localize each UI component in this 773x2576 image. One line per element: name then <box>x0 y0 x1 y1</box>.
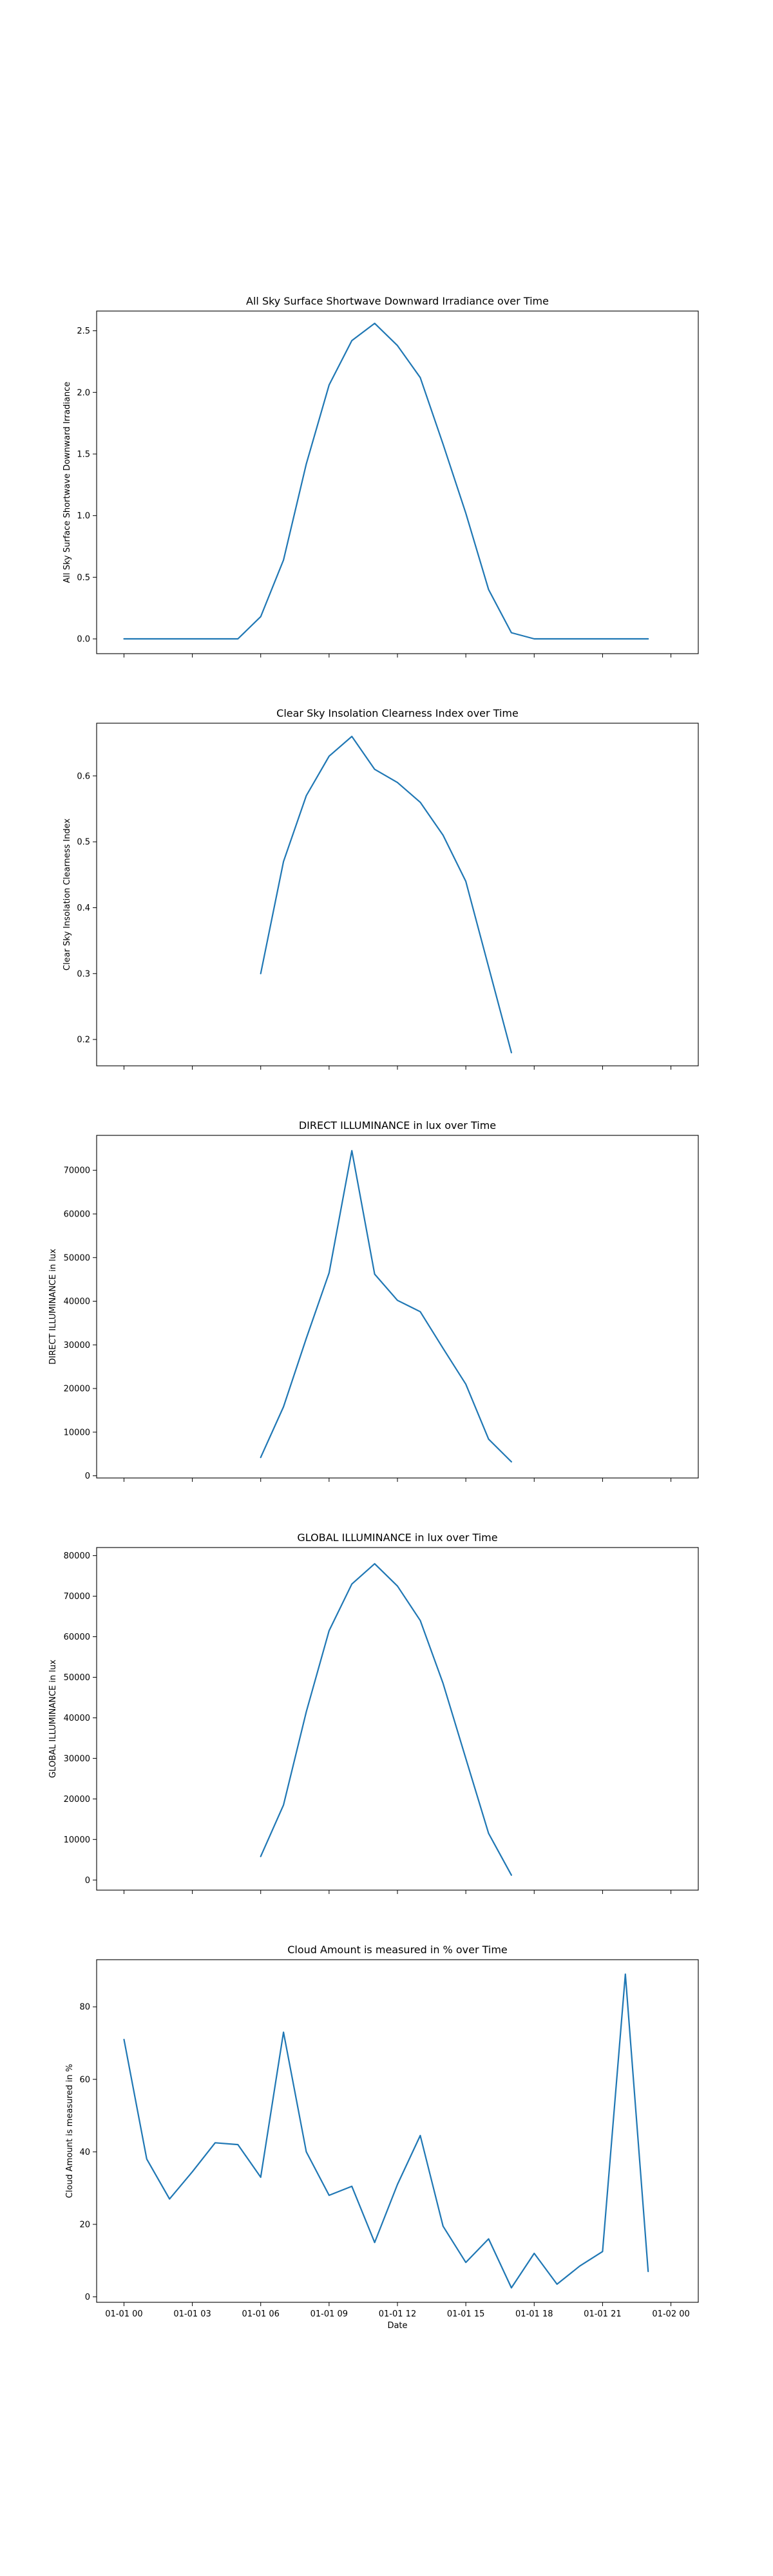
y-ticks-2: 0.2 0.3 0.4 0.5 0.6 <box>77 772 97 1045</box>
chart-title-2: Clear Sky Insolation Clearness Index ove… <box>276 707 519 719</box>
y-tick-label: 60000 <box>64 1633 90 1642</box>
y-axis-label-3: DIRECT ILLUMINANCE in lux <box>48 1249 58 1365</box>
data-line-5 <box>123 1973 649 2289</box>
y-ticks-3: 0 10000 20000 30000 40000 50000 60000 70000 <box>64 1166 97 1481</box>
plot-frame-1 <box>96 310 699 654</box>
y-tick-label: 20 <box>79 2220 90 2230</box>
x-tick-label: 01-01 09 <box>310 2309 348 2319</box>
x-ticks-2 <box>123 1066 672 1070</box>
y-ticks-1: 0.0 0.5 1.0 1.5 2.0 2.5 <box>77 327 97 645</box>
chart-title-5: Cloud Amount is measured in % over Time <box>287 1944 508 1956</box>
y-tick-label: 0.5 <box>77 838 90 848</box>
y-tick-label: 40 <box>79 2148 90 2157</box>
y-tick-label: 30000 <box>64 1341 90 1350</box>
data-line-4 <box>260 1563 513 1876</box>
y-tick-label: 0.5 <box>77 573 90 583</box>
y-tick-label: 0.4 <box>77 904 90 913</box>
y-tick-label: 1.0 <box>77 511 90 521</box>
y-tick-label: 40000 <box>64 1297 90 1307</box>
plot-frame-5 <box>96 1959 699 2303</box>
chart-panel-2: Clear Sky Insolation Clearness Index ove… <box>62 707 699 1070</box>
y-tick-label: 40000 <box>64 1714 90 1723</box>
chart-title-1: All Sky Surface Shortwave Downward Irrad… <box>246 295 549 307</box>
data-line-3 <box>260 1150 513 1463</box>
chart-title-3: DIRECT ILLUMINANCE in lux over Time <box>299 1119 496 1132</box>
y-tick-label: 0 <box>85 1876 90 1886</box>
y-tick-label: 0 <box>85 1472 90 1481</box>
y-tick-label: 0.6 <box>77 772 90 781</box>
plot-frame-2 <box>96 723 699 1066</box>
y-axis-label-4: GLOBAL ILLUMINANCE in lux <box>48 1660 58 1778</box>
y-tick-label: 2.5 <box>77 327 90 336</box>
plot-frame-4 <box>96 1547 699 1891</box>
x-tick-label: 01-01 15 <box>447 2309 484 2319</box>
data-line-2 <box>260 735 513 1054</box>
x-tick-label: 01-01 06 <box>242 2309 280 2319</box>
y-tick-label: 80 <box>79 2003 90 2012</box>
y-tick-label: 2.0 <box>77 388 90 398</box>
y-tick-label: 0.3 <box>77 969 90 979</box>
y-tick-label: 0.2 <box>77 1036 90 1045</box>
x-tick-label: 01-01 12 <box>379 2309 416 2319</box>
y-tick-label: 20000 <box>64 1385 90 1394</box>
y-tick-label: 60000 <box>64 1209 90 1219</box>
y-ticks-5: 0 20 40 60 80 <box>79 2003 97 2302</box>
y-tick-label: 10000 <box>64 1428 90 1437</box>
y-tick-label: 20000 <box>64 1795 90 1804</box>
x-axis-label: Date <box>387 2321 407 2331</box>
chart-panel-3: DIRECT ILLUMINANCE in lux over Time DIRE… <box>48 1119 699 1482</box>
x-tick-label: 01-01 18 <box>515 2309 553 2319</box>
x-tick-label: 01-01 03 <box>173 2309 211 2319</box>
x-ticks-5: 01-01 00 01-01 03 01-01 06 01-01 09 01-01 12… <box>105 2302 690 2319</box>
y-tick-label: 30000 <box>64 1754 90 1764</box>
y-tick-label: 0 <box>85 2293 90 2302</box>
y-tick-label: 10000 <box>64 1835 90 1845</box>
chart-panel-4: GLOBAL ILLUMINANCE in lux over Time GLOB… <box>48 1531 699 1894</box>
x-ticks-4 <box>123 1890 672 1894</box>
x-ticks-1 <box>123 654 672 658</box>
x-tick-label: 01-02 00 <box>652 2309 689 2319</box>
y-tick-label: 0.0 <box>77 635 90 645</box>
chart-panel-1: All Sky Surface Shortwave Downward Irrad… <box>62 295 699 658</box>
plot-frame-3 <box>96 1135 699 1479</box>
y-tick-label: 50000 <box>64 1253 90 1263</box>
x-ticks-3 <box>123 1478 672 1482</box>
y-tick-label: 70000 <box>64 1166 90 1176</box>
y-tick-label: 50000 <box>64 1673 90 1683</box>
y-tick-label: 70000 <box>64 1592 90 1602</box>
y-axis-label-2: Clear Sky Insolation Clearness Index <box>62 819 72 971</box>
y-ticks-4: 0 10000 20000 30000 40000 50000 60000 70000 8000… <box>64 1551 97 1886</box>
chart-title-4: GLOBAL ILLUMINANCE in lux over Time <box>297 1531 497 1544</box>
y-tick-label: 1.5 <box>77 450 90 459</box>
y-axis-label-1: All Sky Surface Shortwave Downward Irrad… <box>62 382 72 583</box>
y-tick-label: 60 <box>79 2075 90 2085</box>
data-line-1 <box>123 323 649 640</box>
y-tick-label: 80000 <box>64 1551 90 1561</box>
x-tick-label: 01-01 21 <box>584 2309 621 2319</box>
x-tick-label: 01-01 00 <box>105 2309 142 2319</box>
chart-panel-5: Cloud Amount is measured in % over Time … <box>65 1944 699 2331</box>
y-axis-label-5: Cloud Amount is measured in % <box>65 2064 75 2198</box>
